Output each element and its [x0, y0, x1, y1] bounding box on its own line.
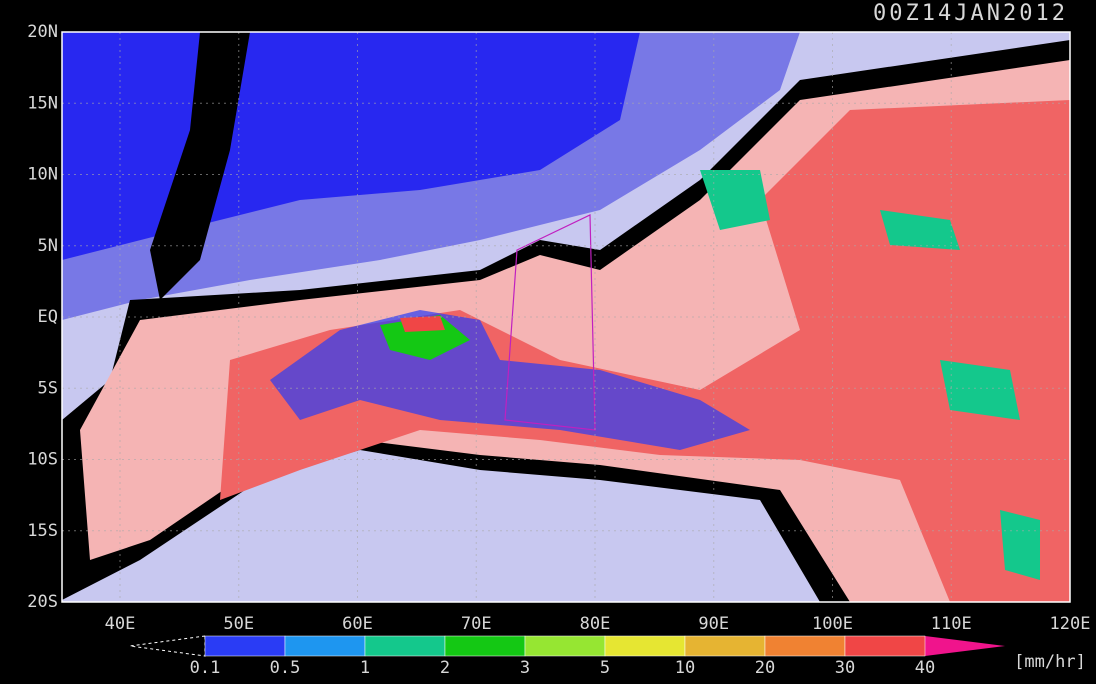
colorbar-label: 20: [755, 658, 775, 678]
lon-label: 110E: [931, 614, 972, 634]
colorbar-segment: [684, 635, 766, 657]
colorbar-label: 5: [600, 658, 610, 678]
lon-label: 50E: [223, 614, 254, 634]
colorbar-low-arrow: [129, 635, 206, 657]
lat-labels: 20N 15N 10N 5N EQ 5S 10S 15S 20S: [27, 22, 58, 612]
lon-label: 70E: [461, 614, 492, 634]
colorbar: 0.1 0.5 1 2 3 5 10 20 30 40: [129, 635, 1005, 678]
colorbar-segment: [844, 635, 926, 657]
colorbar-label: 40: [915, 658, 935, 678]
colorbar-segment: [524, 635, 606, 657]
title: 00Z14JAN2012: [873, 1, 1068, 26]
no-data: [150, 32, 250, 300]
storm-cells: [700, 170, 1040, 580]
moderate-rain: [220, 100, 1070, 602]
colorbar-unit: [mm/hr]: [1014, 652, 1086, 672]
lon-label: 90E: [698, 614, 729, 634]
lat-label: 15N: [27, 93, 58, 113]
colorbar-label: 1: [360, 658, 370, 678]
heavy-rain-peak: [400, 316, 445, 332]
lat-label: 10S: [27, 450, 58, 470]
lon-label: 60E: [342, 614, 373, 634]
lat-label: 20S: [27, 592, 58, 612]
colorbar-segment: [204, 635, 286, 657]
colorbar-segment: [364, 635, 446, 657]
lat-label: 10N: [27, 165, 58, 185]
colorbar-label: 10: [675, 658, 695, 678]
colorbar-label: 0.5: [270, 658, 301, 678]
colorbar-label: 2: [440, 658, 450, 678]
lat-label: EQ: [38, 307, 58, 327]
lon-label: 120E: [1050, 614, 1091, 634]
grid: [62, 32, 1070, 602]
colorbar-label: 0.1: [190, 658, 221, 678]
map-frame: [61, 31, 1071, 603]
lat-label: 5N: [38, 236, 58, 256]
colorbar-segment: [604, 635, 686, 657]
lat-label: 15S: [27, 521, 58, 541]
colorbar-segment: [444, 635, 526, 657]
lat-label: 20N: [27, 22, 58, 42]
map: [61, 31, 1071, 603]
lon-label: 40E: [105, 614, 136, 634]
colorbar-segment: [284, 635, 366, 657]
colorbar-high-arrow: [925, 636, 1005, 656]
heavy-rain-core: [380, 315, 470, 360]
lon-labels: 40E 50E 60E 70E 80E 90E 100E 110E 120E: [105, 614, 1091, 634]
lon-label: 100E: [812, 614, 853, 634]
colorbar-segment: [764, 635, 846, 657]
colorbar-label: 3: [520, 658, 530, 678]
lon-label: 80E: [580, 614, 611, 634]
colorbar-label: 30: [835, 658, 855, 678]
lat-label: 5S: [38, 378, 58, 398]
